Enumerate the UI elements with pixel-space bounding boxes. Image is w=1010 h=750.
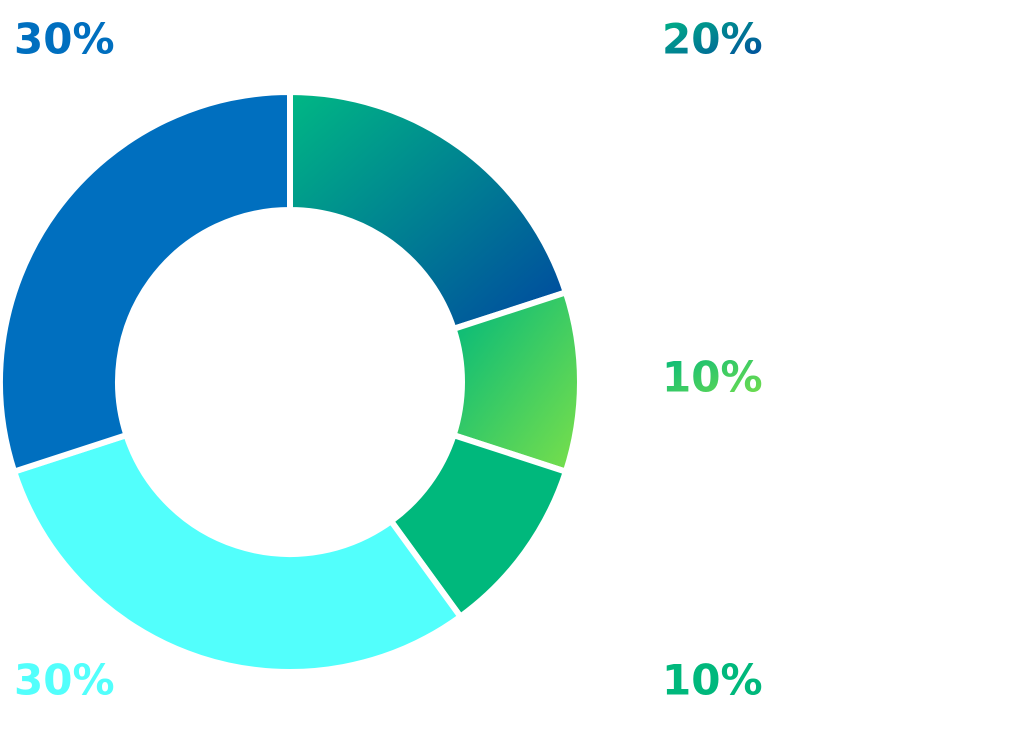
value-label: 10% <box>662 353 763 402</box>
donut-segment <box>0 88 293 476</box>
value-label: 30% <box>14 15 115 64</box>
value-label: 30% <box>14 656 115 705</box>
donut-segment <box>10 431 465 675</box>
donut-segment <box>287 88 570 333</box>
value-label: 10% <box>662 656 763 705</box>
value-label: 20% <box>662 15 763 64</box>
